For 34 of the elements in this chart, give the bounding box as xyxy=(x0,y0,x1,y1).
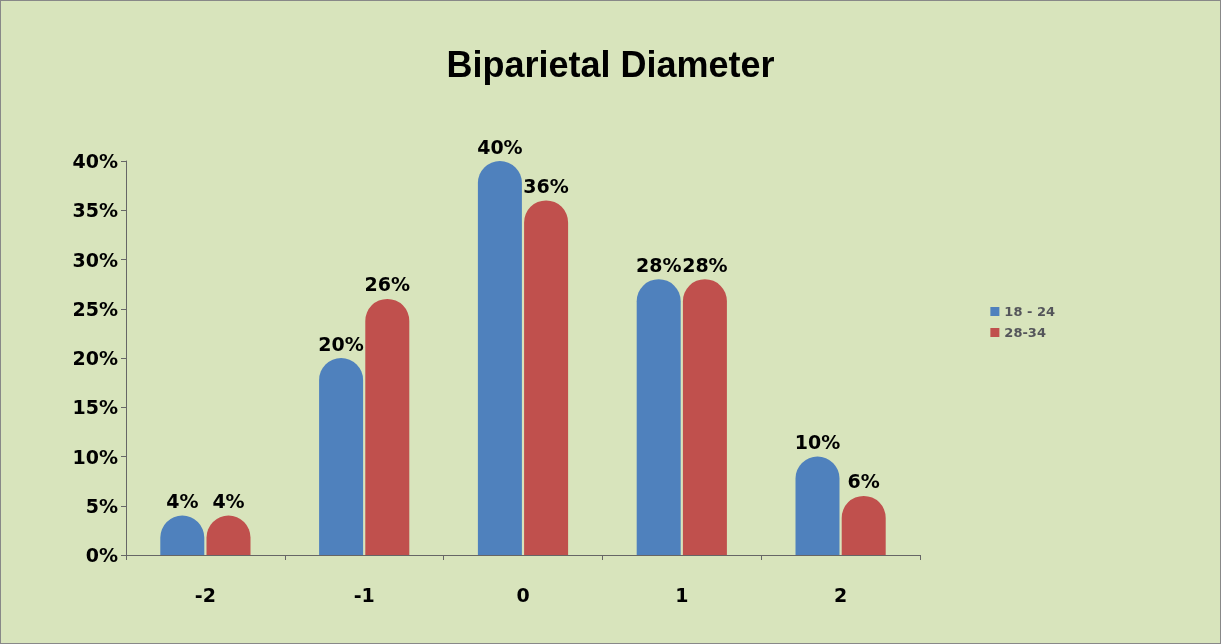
bar xyxy=(319,358,364,555)
y-tick-label: 30% xyxy=(72,248,118,271)
bar xyxy=(365,298,410,555)
data-label: 4% xyxy=(212,490,245,513)
bar xyxy=(636,279,681,555)
bar xyxy=(795,456,840,555)
data-label: 28% xyxy=(682,253,728,276)
x-tick-label: -2 xyxy=(194,583,216,606)
x-tick-label: 2 xyxy=(833,583,848,606)
bar xyxy=(682,279,727,555)
y-tick-label: 10% xyxy=(72,445,118,468)
chart-title: Biparietal Diameter xyxy=(446,43,775,85)
data-label: 36% xyxy=(523,174,569,197)
y-tick-label: 25% xyxy=(72,297,118,320)
x-tick-label: 0 xyxy=(516,583,530,606)
data-label: 40% xyxy=(477,135,523,158)
y-tick-label: 15% xyxy=(72,396,118,419)
x-tick-label: -1 xyxy=(353,583,375,606)
x-tick-label: 1 xyxy=(675,583,689,606)
data-label: 4% xyxy=(166,490,199,513)
data-label: 10% xyxy=(794,431,841,453)
y-tick-label: 5% xyxy=(85,494,118,517)
bar xyxy=(524,200,569,555)
data-label: 20% xyxy=(318,332,364,355)
y-tick-label: 35% xyxy=(72,199,118,222)
legend-label: 18 - 24 xyxy=(1004,304,1056,319)
legend-label: 28-34 xyxy=(1004,325,1046,340)
y-tick-label: 0% xyxy=(85,544,118,566)
data-label: 26% xyxy=(364,273,411,296)
y-tick-label: 40% xyxy=(72,150,118,172)
data-label: 28% xyxy=(635,253,682,276)
data-label: 6% xyxy=(847,470,880,493)
y-tick-label: 20% xyxy=(72,347,118,369)
bar xyxy=(477,161,522,555)
